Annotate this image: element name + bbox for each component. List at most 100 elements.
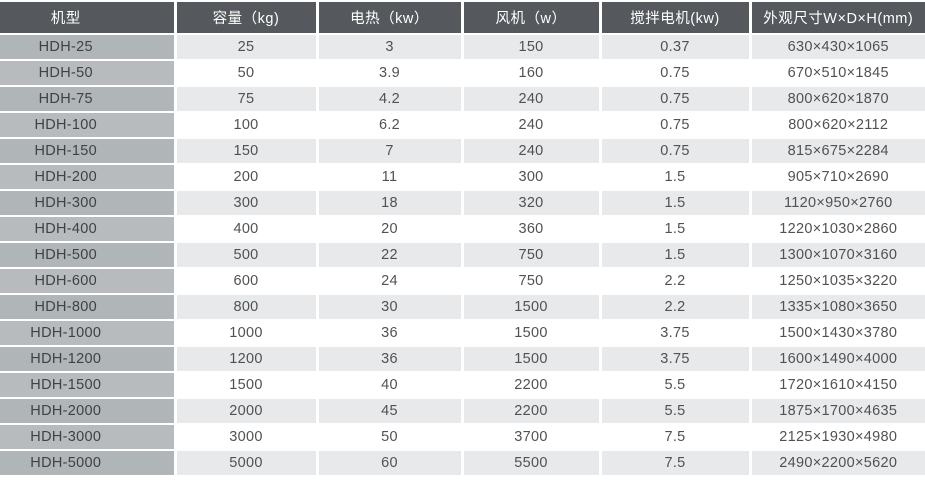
cell-fan: 1500 [462,346,602,373]
cell-model: HDH-1200 [0,346,177,373]
cell-fan: 150 [462,34,602,61]
cell-model: HDH-600 [0,268,177,295]
cell-capacity: 600 [175,268,319,295]
cell-dims: 1600×1490×4000 [750,346,925,373]
header-cell-capacity: 容量（kg) [175,2,319,35]
cell-heating: 3 [317,34,464,61]
cell-fan: 750 [462,268,602,295]
cell-capacity: 50 [175,60,319,87]
cell-dims: 1300×1070×3160 [750,242,925,269]
cell-mixer: 0.75 [600,60,752,87]
cell-model: HDH-50 [0,60,177,87]
spec-table-header: 机型 容量（kg) 电热（kw） 风机（w） 搅拌电机(kw) 外观尺寸W×D×H(mm) [0,2,925,35]
cell-heating: 3.9 [317,60,464,87]
cell-model: HDH-1000 [0,320,177,347]
cell-fan: 360 [462,216,602,243]
cell-fan: 5500 [462,450,602,476]
cell-model: HDH-75 [0,86,177,113]
cell-fan: 300 [462,164,602,191]
cell-mixer: 3.75 [600,346,752,373]
cell-capacity: 1500 [175,372,319,399]
table-row: HDH-1000 1000 36 1500 3.75 1500×1430×3780 [0,320,925,347]
cell-heating: 6.2 [317,112,464,139]
cell-heating: 18 [317,190,464,217]
cell-dims: 1220×1030×2860 [750,216,925,243]
cell-capacity: 5000 [175,450,319,476]
cell-dims: 2490×2200×5620 [750,450,925,476]
cell-fan: 2200 [462,398,602,425]
cell-model: HDH-100 [0,112,177,139]
cell-mixer: 0.75 [600,138,752,165]
table-row: HDH-25 25 3 150 0.37 630×430×1065 [0,34,925,61]
cell-fan: 160 [462,60,602,87]
cell-model: HDH-3000 [0,424,177,451]
table-row: HDH-5000 5000 60 5500 7.5 2490×2200×5620 [0,450,925,476]
cell-mixer: 1.5 [600,190,752,217]
cell-heating: 45 [317,398,464,425]
table-row: HDH-400 400 20 360 1.5 1220×1030×2860 [0,216,925,243]
cell-heating: 36 [317,346,464,373]
cell-capacity: 25 [175,34,319,61]
table-row: HDH-75 75 4.2 240 0.75 800×620×1870 [0,86,925,113]
cell-capacity: 100 [175,112,319,139]
table-row: HDH-3000 3000 50 3700 7.5 2125×1930×4980 [0,424,925,451]
cell-capacity: 75 [175,86,319,113]
cell-heating: 22 [317,242,464,269]
cell-fan: 3700 [462,424,602,451]
cell-capacity: 3000 [175,424,319,451]
cell-dims: 1500×1430×3780 [750,320,925,347]
cell-dims: 1875×1700×4635 [750,398,925,425]
cell-capacity: 2000 [175,398,319,425]
cell-heating: 20 [317,216,464,243]
cell-model: HDH-400 [0,216,177,243]
cell-mixer: 3.75 [600,320,752,347]
header-cell-model: 机型 [0,2,177,35]
cell-fan: 240 [462,112,602,139]
cell-model: HDH-5000 [0,450,177,476]
cell-capacity: 200 [175,164,319,191]
cell-fan: 240 [462,86,602,113]
cell-heating: 36 [317,320,464,347]
cell-model: HDH-500 [0,242,177,269]
table-row: HDH-1200 1200 36 1500 3.75 1600×1490×4000 [0,346,925,373]
cell-heating: 11 [317,164,464,191]
cell-model: HDH-200 [0,164,177,191]
cell-heating: 24 [317,268,464,295]
header-cell-fan: 风机（w） [462,2,602,35]
table-row: HDH-2000 2000 45 2200 5.5 1875×1700×4635 [0,398,925,425]
cell-fan: 1500 [462,294,602,321]
header-cell-dims: 外观尺寸W×D×H(mm) [750,2,925,35]
cell-capacity: 1000 [175,320,319,347]
cell-dims: 630×430×1065 [750,34,925,61]
spec-table-body: HDH-25 25 3 150 0.37 630×430×1065 HDH-50 50 3.9 1… [0,34,925,476]
cell-dims: 815×675×2284 [750,138,925,165]
cell-capacity: 400 [175,216,319,243]
cell-dims: 670×510×1845 [750,60,925,87]
cell-model: HDH-150 [0,138,177,165]
cell-dims: 905×710×2690 [750,164,925,191]
cell-heating: 50 [317,424,464,451]
table-row: HDH-50 50 3.9 160 0.75 670×510×1845 [0,60,925,87]
cell-model: HDH-2000 [0,398,177,425]
cell-heating: 30 [317,294,464,321]
cell-capacity: 500 [175,242,319,269]
cell-model: HDH-25 [0,34,177,61]
cell-dims: 1335×1080×3650 [750,294,925,321]
table-row: HDH-100 100 6.2 240 0.75 800×620×2112 [0,112,925,139]
table-row: HDH-500 500 22 750 1.5 1300×1070×3160 [0,242,925,269]
cell-heating: 60 [317,450,464,476]
cell-capacity: 800 [175,294,319,321]
cell-heating: 7 [317,138,464,165]
cell-mixer: 1.5 [600,164,752,191]
cell-dims: 2125×1930×4980 [750,424,925,451]
cell-dims: 1250×1035×3220 [750,268,925,295]
cell-mixer: 0.75 [600,86,752,113]
cell-dims: 1720×1610×4150 [750,372,925,399]
cell-capacity: 150 [175,138,319,165]
cell-fan: 240 [462,138,602,165]
cell-mixer: 1.5 [600,242,752,269]
cell-capacity: 300 [175,190,319,217]
table-row: HDH-150 150 7 240 0.75 815×675×2284 [0,138,925,165]
cell-dims: 800×620×1870 [750,86,925,113]
